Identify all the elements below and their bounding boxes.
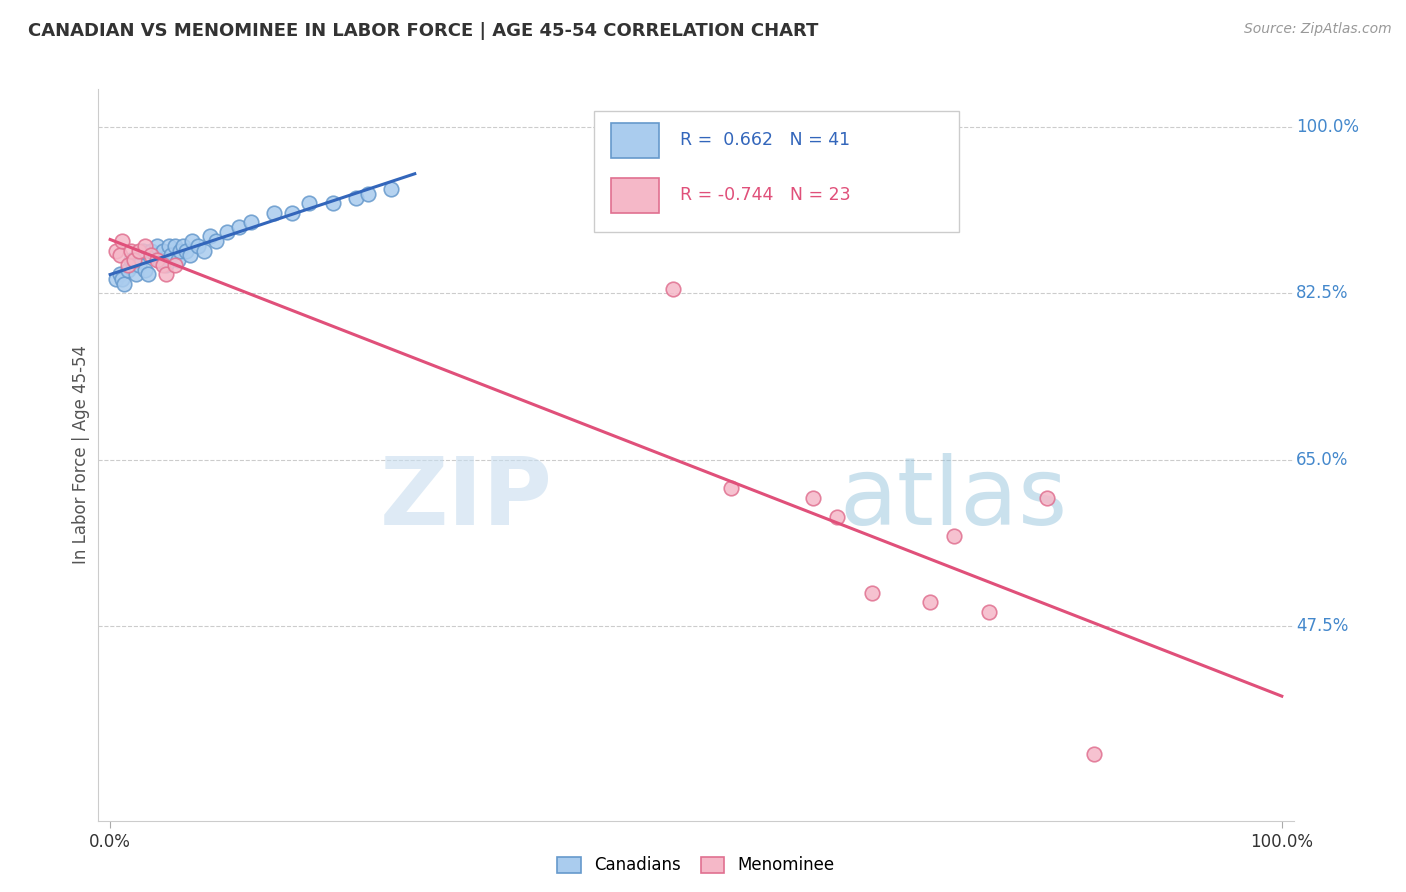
Text: 82.5%: 82.5% [1296, 285, 1348, 302]
Point [105, 272, 128, 286]
Point [163, 258, 186, 272]
Point [1036, 491, 1059, 505]
Text: R =  0.662   N = 41: R = 0.662 N = 41 [681, 131, 851, 149]
Point [122, 253, 145, 268]
Text: 47.5%: 47.5% [1296, 617, 1348, 635]
Point [134, 262, 156, 277]
Point [661, 282, 683, 296]
Text: Source: ZipAtlas.com: Source: ZipAtlas.com [1244, 22, 1392, 37]
Point [281, 205, 304, 219]
Text: CANADIAN VS MENOMINEE IN LABOR FORCE | AGE 45-54 CORRELATION CHART: CANADIAN VS MENOMINEE IN LABOR FORCE | A… [28, 22, 818, 40]
FancyBboxPatch shape [595, 112, 959, 232]
Point [152, 258, 174, 272]
Point [128, 258, 150, 272]
Point [148, 253, 170, 268]
Point [344, 191, 367, 205]
Point [163, 239, 186, 253]
Point [143, 248, 166, 262]
Point [380, 182, 402, 196]
Y-axis label: In Labor Force | Age 45-54: In Labor Force | Age 45-54 [72, 345, 90, 565]
Text: 65.0%: 65.0% [1296, 450, 1348, 468]
Point [263, 205, 285, 219]
Point [357, 186, 380, 201]
Point [160, 248, 183, 262]
Point [108, 268, 131, 282]
Text: atlas: atlas [839, 453, 1067, 545]
Point [111, 234, 134, 248]
Point [157, 239, 180, 253]
Point [298, 196, 321, 211]
Point [108, 248, 131, 262]
Point [239, 215, 262, 229]
Point [169, 244, 191, 258]
Point [167, 253, 190, 268]
Point [120, 253, 142, 268]
Point [132, 244, 155, 258]
Legend: Canadians, Menominee: Canadians, Menominee [557, 856, 835, 874]
Point [179, 248, 201, 262]
Point [228, 219, 250, 234]
Point [187, 239, 209, 253]
Text: ZIP: ZIP [380, 453, 553, 545]
Point [193, 244, 215, 258]
Point [720, 481, 742, 495]
FancyBboxPatch shape [612, 123, 659, 158]
Point [801, 491, 824, 505]
Point [146, 239, 169, 253]
Point [977, 605, 1000, 619]
Point [217, 225, 239, 239]
Point [825, 509, 848, 524]
Point [172, 239, 194, 253]
Point [174, 244, 197, 258]
Point [134, 239, 156, 253]
Point [120, 244, 142, 258]
Point [141, 244, 163, 258]
Point [152, 244, 174, 258]
FancyBboxPatch shape [612, 178, 659, 213]
Text: R = -0.744   N = 23: R = -0.744 N = 23 [681, 186, 851, 204]
Point [155, 268, 177, 282]
Point [942, 529, 965, 543]
Point [198, 229, 221, 244]
Point [322, 196, 344, 211]
Point [128, 244, 150, 258]
Point [136, 268, 159, 282]
Point [181, 234, 204, 248]
Point [125, 268, 148, 282]
Point [1083, 747, 1105, 761]
Point [111, 272, 134, 286]
Point [146, 253, 169, 268]
Point [117, 262, 139, 277]
Point [860, 585, 883, 599]
Point [204, 234, 226, 248]
Point [105, 244, 128, 258]
Point [122, 258, 145, 272]
Point [117, 258, 139, 272]
Point [112, 277, 135, 291]
Point [920, 595, 942, 609]
Text: 100.0%: 100.0% [1296, 119, 1358, 136]
Point [155, 258, 177, 272]
Point [141, 248, 163, 262]
